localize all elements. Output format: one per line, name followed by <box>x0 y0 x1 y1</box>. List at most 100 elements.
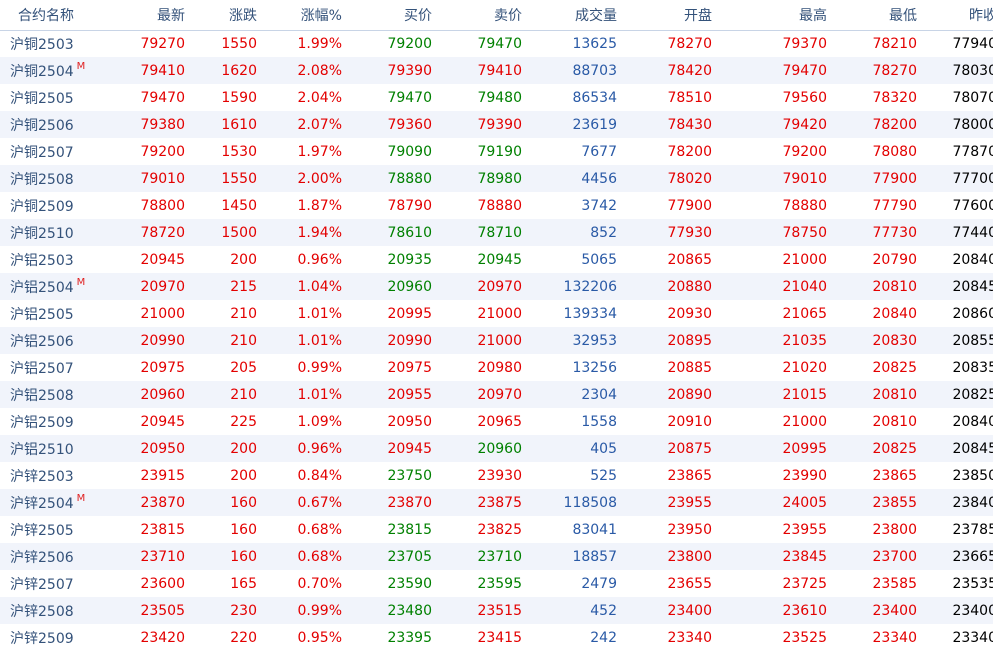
cell-contract-name[interactable]: 沪锌2508 <box>0 597 100 624</box>
cell-change-pct: 0.96% <box>297 251 342 268</box>
cell-volume: 7677 <box>581 143 617 160</box>
cell-contract-name[interactable]: 沪铝2509 <box>0 408 100 435</box>
cell-last: 20960 <box>140 386 185 403</box>
cell-bid: 23480 <box>387 602 432 619</box>
cell-contract-name[interactable]: 沪铜2505 <box>0 84 100 111</box>
cell-open: 20930 <box>667 305 712 322</box>
cell-contract-name[interactable]: 沪锌2507 <box>0 570 100 597</box>
column-header-bid[interactable]: 买价 <box>404 7 432 24</box>
table-row[interactable]: 沪锌2508 23505 230 0.99% 23480 23515 452 23400 236… <box>0 597 993 624</box>
cell-open: 77930 <box>667 224 712 241</box>
column-header-low[interactable]: 最低 <box>889 7 917 24</box>
cell-change-pct: 0.67% <box>297 494 342 511</box>
cell-volume: 83041 <box>572 521 617 538</box>
cell-contract-name[interactable]: 沪铝2503 <box>0 246 100 273</box>
table-row[interactable]: 沪锌2509 23420 220 0.95% 23395 23415 242 23340 235… <box>0 624 993 651</box>
cell-prev-close: 20860 <box>952 305 993 322</box>
table-row[interactable]: 沪锌2507 23600 165 0.70% 23590 23595 2479 23655 23… <box>0 570 993 597</box>
table-row[interactable]: 沪铝2503 20945 200 0.96% 20935 20945 5065 20865 21… <box>0 246 993 273</box>
cell-volume: 13256 <box>572 359 617 376</box>
contract-name-text: 沪铝2503 <box>10 252 74 269</box>
cell-contract-name[interactable]: 沪铜2510 <box>0 219 100 246</box>
cell-change-pct: 0.84% <box>297 467 342 484</box>
column-header-ask[interactable]: 卖价 <box>494 7 522 24</box>
table-row[interactable]: 沪铜2506 79380 1610 2.07% 79360 79390 23619 78430… <box>0 111 993 138</box>
cell-contract-name[interactable]: 沪铝2504 M <box>0 273 100 300</box>
table-row[interactable]: 沪锌2504 M 23870 160 0.67% 23870 23875 118508 2395… <box>0 489 993 516</box>
contract-name-text: 沪铝2504 <box>10 279 74 296</box>
table-row[interactable]: 沪铜2510 78720 1500 1.94% 78610 78710 852 77930 78… <box>0 219 993 246</box>
column-header-volume[interactable]: 成交量 <box>575 7 617 24</box>
table-row[interactable]: 沪锌2503 23915 200 0.84% 23750 23930 525 23865 239… <box>0 462 993 489</box>
table-row[interactable]: 沪铜2509 78800 1450 1.87% 78790 78880 3742 77900 7… <box>0 192 993 219</box>
cell-high: 23845 <box>782 548 827 565</box>
table-row[interactable]: 沪铜2505 79470 1590 2.04% 79470 79480 86534 78510… <box>0 84 993 111</box>
table-row[interactable]: 沪铜2508 79010 1550 2.00% 78880 78980 4456 78020 7… <box>0 165 993 192</box>
cell-contract-name[interactable]: 沪铝2510 <box>0 435 100 462</box>
cell-open: 78510 <box>667 89 712 106</box>
column-header-prev-close[interactable]: 昨收 <box>969 7 993 24</box>
column-header-contract[interactable]: 合约名称 <box>18 7 74 24</box>
cell-contract-name[interactable]: 沪锌2509 <box>0 624 100 651</box>
cell-ask: 78710 <box>477 224 522 241</box>
table-row[interactable]: 沪铝2509 20945 225 1.09% 20950 20965 1558 20910 21… <box>0 408 993 435</box>
column-header-open[interactable]: 开盘 <box>684 7 712 24</box>
column-header-high[interactable]: 最高 <box>799 7 827 24</box>
table-row[interactable]: 沪铝2510 20950 200 0.96% 20945 20960 405 20875 209… <box>0 435 993 462</box>
cell-change: 220 <box>230 629 257 646</box>
contract-name-text: 沪铜2510 <box>10 225 74 242</box>
table-row[interactable]: 沪铝2506 20990 210 1.01% 20990 21000 32953 20895 2… <box>0 327 993 354</box>
cell-contract-name[interactable]: 沪铜2507 <box>0 138 100 165</box>
cell-low: 20790 <box>872 251 917 268</box>
cell-low: 23855 <box>872 494 917 511</box>
cell-change: 200 <box>230 440 257 457</box>
cell-contract-name[interactable]: 沪铝2506 <box>0 327 100 354</box>
cell-low: 77790 <box>872 197 917 214</box>
cell-contract-name[interactable]: 沪铜2503 <box>0 30 100 57</box>
cell-prev-close: 78000 <box>952 116 993 133</box>
cell-contract-name[interactable]: 沪铜2506 <box>0 111 100 138</box>
table-row[interactable]: 沪铝2504 M 20970 215 1.04% 20960 20970 132206 2088… <box>0 273 993 300</box>
cell-contract-name[interactable]: 沪铝2505 <box>0 300 100 327</box>
cell-open: 20910 <box>667 413 712 430</box>
cell-bid: 23590 <box>387 575 432 592</box>
cell-contract-name[interactable]: 沪铜2509 <box>0 192 100 219</box>
cell-bid: 23705 <box>387 548 432 565</box>
table-row[interactable]: 沪铝2505 21000 210 1.01% 20995 21000 139334 20930… <box>0 300 993 327</box>
cell-change-pct: 1.97% <box>297 143 342 160</box>
cell-contract-name[interactable]: 沪铜2508 <box>0 165 100 192</box>
cell-open: 23340 <box>667 629 712 646</box>
contract-name-text: 沪铝2508 <box>10 387 74 404</box>
cell-last: 20990 <box>140 332 185 349</box>
cell-last: 79470 <box>140 89 185 106</box>
cell-change-pct: 2.00% <box>297 170 342 187</box>
table-row[interactable]: 沪铝2508 20960 210 1.01% 20955 20970 2304 20890 21… <box>0 381 993 408</box>
cell-ask: 23930 <box>477 467 522 484</box>
table-row[interactable]: 沪铜2503 79270 1550 1.99% 79200 79470 13625 78270… <box>0 30 993 57</box>
table-row[interactable]: 沪铜2504 M 79410 1620 2.08% 79390 79410 88703 7842… <box>0 57 993 84</box>
cell-last: 20970 <box>140 278 185 295</box>
cell-contract-name[interactable]: 沪铜2504 M <box>0 57 100 84</box>
column-header-change-pct[interactable]: 涨幅% <box>300 7 342 24</box>
cell-open: 78430 <box>667 116 712 133</box>
cell-contract-name[interactable]: 沪铝2508 <box>0 381 100 408</box>
column-header-last[interactable]: 最新 <box>157 7 185 24</box>
cell-volume: 23619 <box>572 116 617 133</box>
cell-high: 21015 <box>782 386 827 403</box>
cell-prev-close: 78070 <box>952 89 993 106</box>
column-header-change[interactable]: 涨跌 <box>229 7 257 24</box>
cell-volume: 18857 <box>572 548 617 565</box>
cell-contract-name[interactable]: 沪锌2505 <box>0 516 100 543</box>
table-row[interactable]: 沪锌2506 23710 160 0.68% 23705 23710 18857 23800 2… <box>0 543 993 570</box>
table-row[interactable]: 沪铜2507 79200 1530 1.97% 79090 79190 7677 78200 7… <box>0 138 993 165</box>
cell-contract-name[interactable]: 沪锌2503 <box>0 462 100 489</box>
cell-last: 21000 <box>140 305 185 322</box>
cell-contract-name[interactable]: 沪锌2506 <box>0 543 100 570</box>
cell-contract-name[interactable]: 沪锌2504 M <box>0 489 100 516</box>
cell-high: 79200 <box>782 143 827 160</box>
cell-contract-name[interactable]: 沪铝2507 <box>0 354 100 381</box>
cell-last: 79200 <box>140 143 185 160</box>
table-row[interactable]: 沪铝2507 20975 205 0.99% 20975 20980 13256 20885 2… <box>0 354 993 381</box>
table-row[interactable]: 沪锌2505 23815 160 0.68% 23815 23825 83041 23950 2… <box>0 516 993 543</box>
contract-name-text: 沪铝2506 <box>10 333 74 350</box>
